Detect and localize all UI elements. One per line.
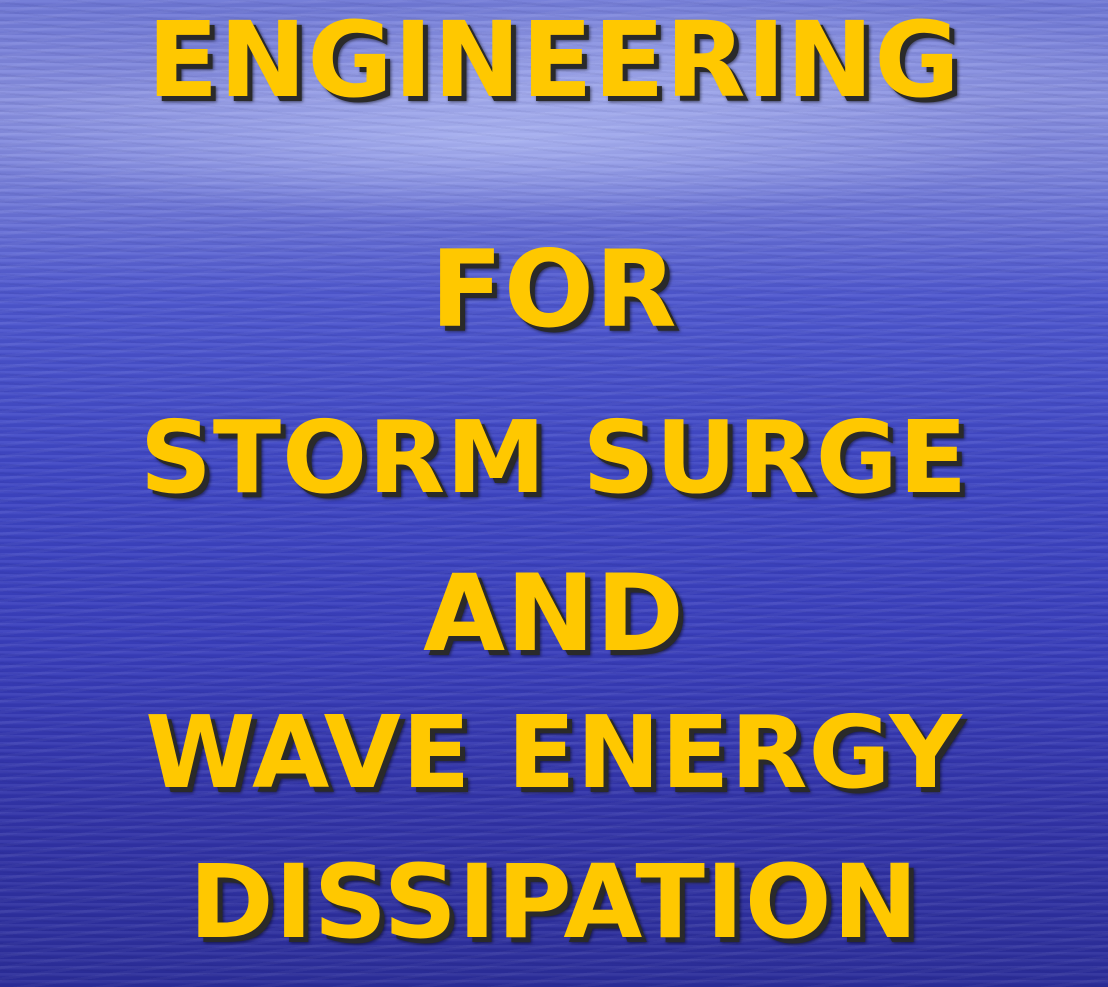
title-line-3: STORM SURGE bbox=[139, 399, 969, 516]
title-line-6: DISSIPATION bbox=[189, 843, 919, 962]
title-line-4: AND bbox=[423, 552, 685, 675]
title-line-5: WAVE ENERGY bbox=[145, 694, 963, 811]
title-line-1: ENGINEERING bbox=[147, 0, 961, 121]
title-line-2: FOR bbox=[430, 228, 678, 351]
